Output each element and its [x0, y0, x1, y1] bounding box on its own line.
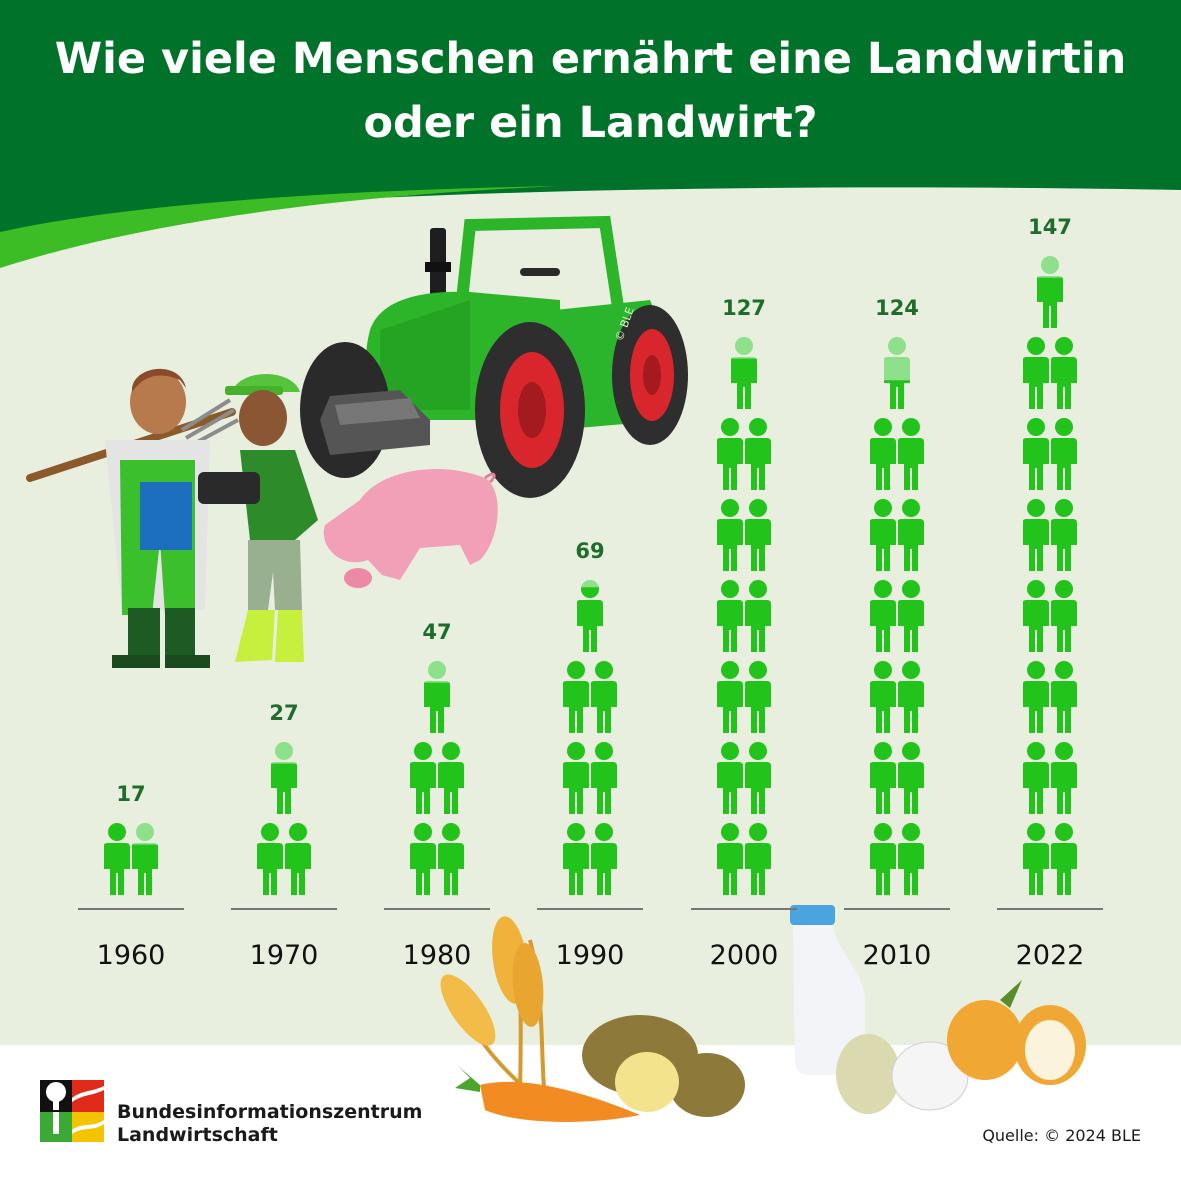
person-icon-2022-6: [1051, 661, 1077, 733]
x-tick-label: 2010: [863, 940, 932, 971]
x-tick-label: 1980: [403, 940, 472, 971]
person-icon-2022-11: [1023, 418, 1049, 490]
potato-illustration: [582, 1015, 745, 1117]
onion-illustration: [947, 980, 1086, 1085]
person-icon-2000-partial: [731, 337, 757, 409]
value-label: 69: [575, 539, 604, 563]
value-label: 17: [116, 782, 145, 806]
person-icon-2010-6: [898, 661, 924, 733]
person-icon-2000-12: [745, 418, 771, 490]
person-icon-2022-7: [1023, 580, 1049, 652]
person-icon-2000-4: [745, 742, 771, 814]
organization-name-line-1: Bundesinformationszentrum: [117, 1101, 423, 1123]
person-icon-1980-1: [410, 823, 436, 895]
person-icon-2000-8: [745, 580, 771, 652]
person-icon-2010-9: [870, 499, 896, 571]
person-icon-2022-partial: [1037, 256, 1063, 328]
person-icon-2010-partial: [884, 337, 910, 409]
person-icon-2000-6: [745, 661, 771, 733]
person-icon-1980-partial: [424, 661, 450, 733]
header-band: [0, 0, 1181, 186]
person-icon-2010-7: [870, 580, 896, 652]
person-icon-2022-2: [1051, 823, 1077, 895]
carrot-illustration: [455, 1066, 640, 1122]
person-icon-1960-partial: [132, 823, 158, 895]
value-label: 47: [422, 620, 451, 644]
person-icon-2022-10: [1051, 499, 1077, 571]
person-icon-1990-3: [563, 742, 589, 814]
person-icon-2010-3: [870, 742, 896, 814]
person-icon-1990-partial: [577, 580, 603, 652]
person-icon-2010-1: [870, 823, 896, 895]
x-tick-label: 2000: [710, 940, 779, 971]
person-icon-2010-10: [898, 499, 924, 571]
person-icon-2022-13: [1023, 337, 1049, 409]
person-icon-2022-12: [1051, 418, 1077, 490]
x-tick-label: 1960: [97, 940, 166, 971]
person-icon-2022-1: [1023, 823, 1049, 895]
x-tick-label: 1970: [250, 940, 319, 971]
person-icon-2000-2: [745, 823, 771, 895]
person-icon-2000-7: [717, 580, 743, 652]
value-label: 124: [875, 296, 919, 320]
page-title-line-1: Wie viele Menschen ernährt eine Landwirt…: [54, 34, 1127, 84]
person-icon-2022-3: [1023, 742, 1049, 814]
header-swoosh: [0, 186, 560, 268]
pig-illustration: [323, 469, 498, 588]
farmer-man-illustration: [26, 368, 239, 668]
x-tick-label: 1990: [556, 940, 625, 971]
person-icon-1970-partial: [271, 742, 297, 814]
person-icon-2000-5: [717, 661, 743, 733]
person-icon-1990-6: [591, 661, 617, 733]
person-icon-2000-9: [717, 499, 743, 571]
milk-bottle-illustration: [790, 905, 865, 1075]
person-icon-2000-10: [745, 499, 771, 571]
person-icon-1980-2: [438, 823, 464, 895]
x-tick-label: 2022: [1016, 940, 1085, 971]
person-icon-1990-1: [563, 823, 589, 895]
person-icon-2010-12: [898, 418, 924, 490]
person-icon-1970-1: [257, 823, 283, 895]
person-icon-2022-4: [1051, 742, 1077, 814]
chart-area: 17 1960 27 1970 47 1980 69 1990 127 2000 124 2010 14…: [78, 215, 1103, 971]
person-icon-2010-5: [870, 661, 896, 733]
person-icon-2000-1: [717, 823, 743, 895]
page-title-line-2: oder ein Landwirt?: [363, 98, 818, 148]
person-icon-1960-1: [104, 823, 130, 895]
person-icon-1980-4: [438, 742, 464, 814]
person-icon-2022-14: [1051, 337, 1077, 409]
person-icon-1990-2: [591, 823, 617, 895]
person-icon-2000-11: [717, 418, 743, 490]
person-icon-2010-8: [898, 580, 924, 652]
person-icon-2010-11: [870, 418, 896, 490]
person-icon-1990-4: [591, 742, 617, 814]
person-icon-2010-4: [898, 742, 924, 814]
person-icon-2022-5: [1023, 661, 1049, 733]
egg-illustration: [836, 1034, 969, 1114]
value-label: 127: [722, 296, 766, 320]
bzl-logo: [40, 1080, 104, 1142]
person-icon-2022-9: [1023, 499, 1049, 571]
person-icon-1970-2: [285, 823, 311, 895]
value-label: 27: [269, 701, 298, 725]
person-icon-2010-2: [898, 823, 924, 895]
person-icon-1980-3: [410, 742, 436, 814]
organization-name-line-2: Landwirtschaft: [117, 1124, 278, 1146]
person-icon-1990-5: [563, 661, 589, 733]
value-label: 147: [1028, 215, 1072, 239]
person-icon-2000-3: [717, 742, 743, 814]
source-credit: Quelle: © 2024 BLE: [982, 1126, 1141, 1145]
person-icon-2022-8: [1051, 580, 1077, 652]
tractor-illustration: © BLE: [300, 215, 688, 498]
farmer-woman-illustration: [198, 374, 318, 662]
